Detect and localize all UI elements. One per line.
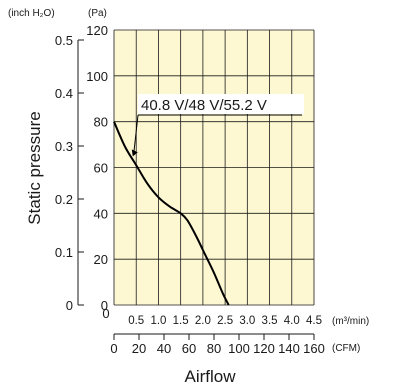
m3min-tick-label: 2.0 <box>195 315 211 327</box>
cfm-tick-label: 160 <box>303 341 325 356</box>
m3min-tick-label: 1.0 <box>150 315 166 327</box>
left-outer-unit: (inch H₂O) <box>8 8 55 19</box>
cfm-tick-label: 40 <box>157 341 171 356</box>
inh2o-tick-label: 0.2 <box>55 192 73 207</box>
pa-tick-label: 60 <box>94 161 108 176</box>
inh2o-tick-label: 0 <box>66 298 73 313</box>
annotation-label-bg <box>138 94 304 114</box>
cfm-tick-label: 60 <box>182 341 196 356</box>
left-inner-unit: (Pa) <box>88 8 107 19</box>
m3min-tick-label: 3.0 <box>239 315 255 327</box>
m3min-tick-label: 4.0 <box>284 315 300 327</box>
cfm-tick-label: 100 <box>228 341 250 356</box>
pa-tick-label: 80 <box>94 115 108 130</box>
cfm-tick-label: 0 <box>110 341 117 356</box>
inh2o-tick-label: 0.3 <box>55 139 73 154</box>
m3min-tick-label: 4.5 <box>306 315 322 327</box>
inh2o-tick-label: 0.1 <box>55 245 73 260</box>
m3min-tick-label: 3.5 <box>262 315 278 327</box>
pa-tick-label: 40 <box>94 206 108 221</box>
cfm-tick-label: 20 <box>132 341 146 356</box>
x-axis-title: Airflow <box>184 367 236 386</box>
pa-tick-label: 120 <box>86 23 108 38</box>
m3min-tick-label: 0.5 <box>128 315 144 327</box>
axes <box>77 39 315 340</box>
m3min-tick-label: 1.5 <box>173 315 189 327</box>
inh2o-tick-label: 0.5 <box>55 33 73 48</box>
pa-tick-label: 20 <box>94 252 108 267</box>
inh2o-tick-label: 0.4 <box>55 86 73 101</box>
series-curve <box>113 121 230 306</box>
cfm-tick-label: 120 <box>253 341 275 356</box>
m3min-tick-label: 2.5 <box>217 315 233 327</box>
pa-tick-label: 100 <box>86 69 108 84</box>
annotation-leader-line <box>133 114 139 154</box>
x-unit-cfm: (CFM) <box>332 343 360 354</box>
annotation-label: 40.8 V/48 V/55.2 V <box>141 97 267 114</box>
annotation-leader <box>131 114 302 157</box>
m3min-tick-label: 0 <box>102 306 109 321</box>
y-axis-title: Static pressure <box>25 111 44 224</box>
cfm-tick-label: 80 <box>207 341 221 356</box>
annotation-arrowhead <box>131 149 138 157</box>
x-unit-m3min: (m³/min) <box>332 316 369 327</box>
grid <box>113 29 315 306</box>
cfm-tick-label: 140 <box>278 341 300 356</box>
pa-tick-label: 0 <box>101 298 108 313</box>
